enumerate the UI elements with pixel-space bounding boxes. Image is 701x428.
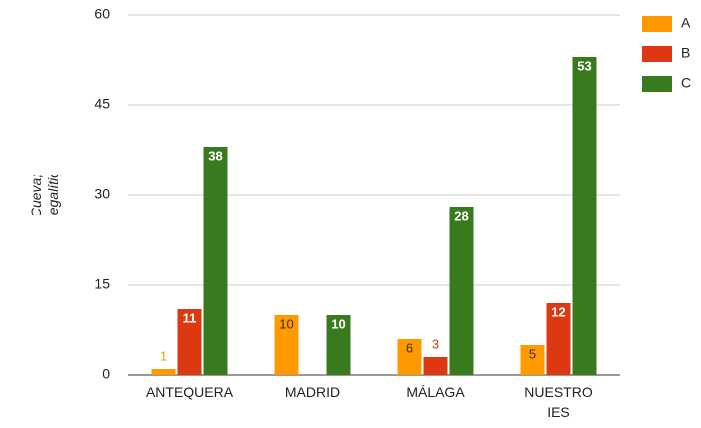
data-label: 5: [529, 346, 536, 361]
data-label: 38: [208, 148, 222, 163]
legend-swatch: [642, 46, 672, 62]
legend-swatch: [642, 16, 672, 32]
bar: [203, 147, 228, 375]
bar: [449, 207, 474, 375]
data-label: 1: [160, 348, 167, 363]
legend-label: A: [681, 15, 691, 31]
data-label: 10: [279, 316, 293, 331]
legend-label: C: [681, 75, 691, 91]
bar: [572, 57, 597, 375]
bar: [274, 315, 299, 375]
x-tick-label: NUESTRO IES: [524, 384, 593, 420]
x-tick-label-box: MADRID: [284, 384, 341, 400]
legend-swatch: [642, 76, 672, 92]
data-label: 12: [551, 304, 565, 319]
x-tick-label-box: MÁLAGA: [406, 384, 465, 400]
legend-label: B: [681, 45, 690, 61]
y-tick-label: 15: [94, 276, 110, 292]
data-label: 3: [432, 336, 439, 351]
data-label: 53: [577, 58, 591, 73]
y-tick-label: 30: [94, 186, 110, 202]
data-label: 10: [331, 316, 345, 331]
bar: [520, 345, 545, 375]
y-tick-label: 0: [102, 366, 110, 382]
bar: [326, 315, 351, 375]
y-tick-label: 60: [94, 6, 110, 22]
data-label: 11: [183, 310, 197, 325]
bar: [151, 369, 176, 375]
y-axis-title: A= Culto; B=Cueva; C= Sepulcro megalític…: [28, 175, 61, 215]
x-tick-label: ANTEQUERA: [145, 384, 234, 400]
x-tick-label: MÁLAGA: [406, 384, 465, 400]
data-label: 6: [406, 340, 413, 355]
x-tick-label-box: NUESTRO IES: [524, 384, 593, 420]
bar: [423, 357, 448, 375]
x-tick-label-box: ANTEQUERA: [145, 384, 234, 400]
bar: [397, 339, 422, 375]
bar: [546, 303, 571, 375]
data-label: 28: [454, 208, 468, 223]
y-tick-label: 45: [94, 96, 110, 112]
bar: [177, 309, 202, 375]
x-tick-label: MADRID: [284, 384, 341, 400]
